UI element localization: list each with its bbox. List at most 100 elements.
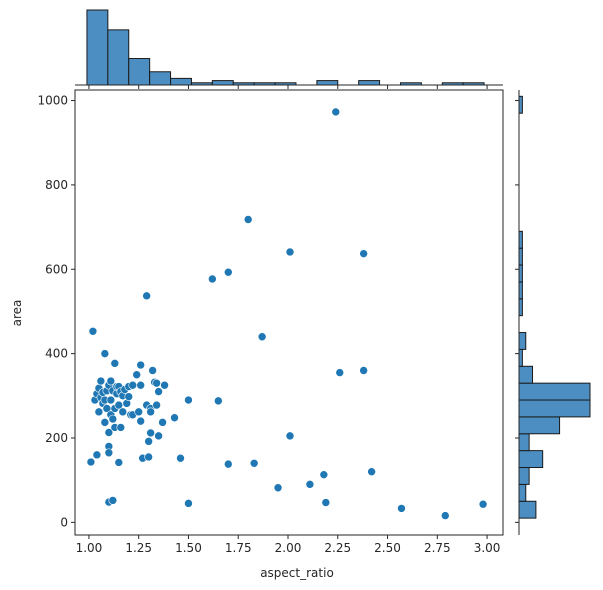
x-axis-label: aspect_ratio xyxy=(260,566,334,580)
data-point xyxy=(146,407,155,417)
data-point xyxy=(223,267,233,277)
y-hist-bar xyxy=(518,281,523,300)
data-point xyxy=(108,496,118,505)
data-point xyxy=(100,349,110,358)
data-point xyxy=(108,414,118,424)
data-point xyxy=(118,407,128,417)
x-tick-label: 1.25 xyxy=(125,541,152,555)
data-point xyxy=(146,428,155,438)
x-tick-label: 2.50 xyxy=(374,541,401,555)
data-point xyxy=(106,376,116,386)
y-axis-label: area xyxy=(10,300,24,327)
y-tick-label: 400 xyxy=(45,347,68,361)
x-hist-bar xyxy=(316,80,339,86)
data-point xyxy=(86,457,96,467)
y-hist-bar xyxy=(518,230,523,249)
data-point xyxy=(285,431,295,441)
y-hist-bar xyxy=(518,416,561,435)
y-tick-label: 800 xyxy=(45,178,68,192)
y-hist-bar xyxy=(518,382,591,401)
y-marginal-histogram xyxy=(515,90,591,535)
data-point xyxy=(223,459,233,469)
data-point xyxy=(305,480,315,489)
data-point xyxy=(94,407,104,417)
data-point xyxy=(208,274,217,284)
y-hist-bar xyxy=(518,500,537,519)
data-point xyxy=(478,499,488,509)
data-point xyxy=(104,448,114,458)
data-point xyxy=(110,359,120,368)
data-point xyxy=(154,431,163,441)
data-point xyxy=(114,458,124,467)
data-point xyxy=(319,470,329,479)
data-point xyxy=(148,366,157,375)
x-hist-bar xyxy=(107,29,130,86)
data-point xyxy=(359,249,368,258)
y-tick-label: 200 xyxy=(45,431,68,445)
x-hist-bar xyxy=(128,58,151,86)
data-point xyxy=(331,107,341,117)
data-point xyxy=(367,467,376,477)
y-hist-bar xyxy=(518,247,523,266)
data-point xyxy=(96,376,106,386)
x-tick-label: 3.00 xyxy=(474,541,501,555)
y-hist-bar xyxy=(518,95,523,114)
data-point xyxy=(88,326,98,336)
x-hist-bar xyxy=(149,71,172,86)
data-point xyxy=(321,498,331,507)
data-point xyxy=(154,387,163,396)
y-tick-label: 0 xyxy=(60,515,68,529)
data-point xyxy=(257,332,267,342)
x-hist-bar xyxy=(358,80,381,86)
data-point xyxy=(285,247,295,257)
data-point xyxy=(397,504,406,513)
data-point xyxy=(116,423,126,432)
data-point xyxy=(184,395,193,405)
x-tick-label: 1.00 xyxy=(76,541,103,555)
x-hist-bar xyxy=(86,9,109,86)
x-tick-label: 1.50 xyxy=(175,541,202,555)
data-point xyxy=(214,396,223,406)
data-point xyxy=(160,380,169,390)
x-tick-label: 2.25 xyxy=(324,541,351,555)
y-hist-bar xyxy=(518,467,530,485)
y-tick-label: 1000 xyxy=(37,94,68,108)
data-point xyxy=(124,392,134,401)
x-tick-label: 1.75 xyxy=(225,541,252,555)
data-point xyxy=(273,483,283,493)
y-hist-bar xyxy=(518,450,544,469)
data-point xyxy=(243,215,253,224)
y-hist-bar xyxy=(518,264,523,283)
data-point xyxy=(170,413,179,423)
y-hist-bar xyxy=(518,332,527,350)
data-point xyxy=(132,370,142,380)
y-hist-bar xyxy=(518,399,591,418)
data-point xyxy=(176,453,185,463)
y-tick-label: 600 xyxy=(45,262,68,276)
scatter-axes: 1.00 1.25 1.50 1.75 2.00 2.25 2.50 2.75 3.00 0 200… xyxy=(37,89,504,555)
scatter-points xyxy=(86,107,488,520)
y-hist-bar xyxy=(518,433,530,452)
y-hist-bar xyxy=(518,365,534,384)
data-point xyxy=(134,407,144,417)
data-point xyxy=(184,499,193,508)
data-point xyxy=(152,378,161,388)
data-point xyxy=(152,400,161,410)
data-point xyxy=(104,428,114,437)
data-point xyxy=(136,416,145,426)
axes-frame xyxy=(74,89,504,536)
data-point xyxy=(249,458,259,468)
data-point xyxy=(92,450,102,460)
data-point xyxy=(440,511,450,520)
x-tick-label: 2.00 xyxy=(275,541,302,555)
data-point xyxy=(359,366,368,375)
y-hist-bar xyxy=(518,483,527,502)
data-point xyxy=(128,380,138,390)
x-hist-bar xyxy=(170,77,192,86)
y-hist-bar xyxy=(518,298,523,317)
x-marginal-histogram xyxy=(75,9,503,89)
data-point xyxy=(158,418,167,427)
x-hist-bar xyxy=(211,80,234,86)
data-point xyxy=(144,452,153,462)
